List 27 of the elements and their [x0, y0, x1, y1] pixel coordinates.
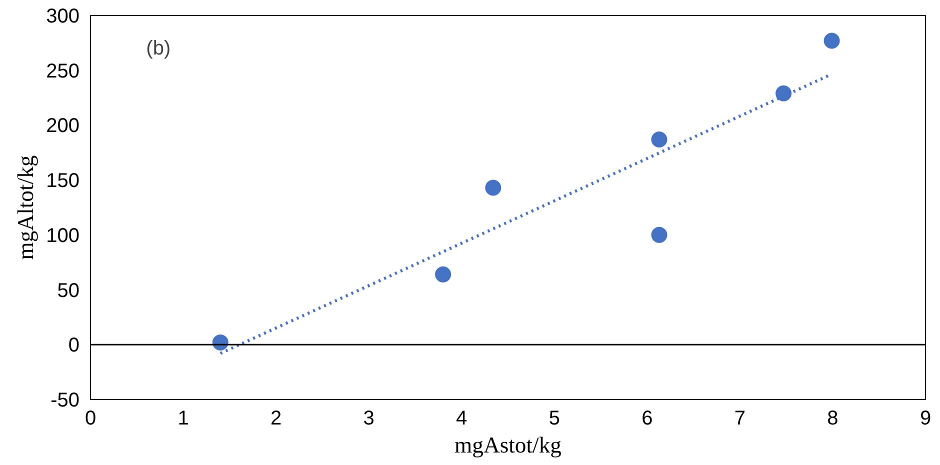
x-tick-label: 8 [827, 408, 838, 430]
x-tick-label: 9 [920, 408, 932, 430]
annotation: (b) [146, 37, 171, 60]
y-tick-label: 0 [68, 334, 80, 357]
point [485, 180, 502, 196]
y-tick-label: 50 [57, 280, 80, 302]
y-tick-label: 150 [46, 170, 80, 192]
x-tick-label: 2 [270, 408, 282, 430]
y-tick-label: 300 [46, 6, 80, 28]
point [435, 266, 452, 282]
x-tick-label: 6 [642, 408, 653, 430]
point [776, 85, 792, 102]
y-tick-label: 250 [46, 60, 80, 82]
y-axis-title: mgAltot/kg [13, 155, 38, 260]
x-tick-label: 1 [178, 408, 189, 430]
x-axis-title: mgAstot/kg [454, 432, 562, 458]
x-tick-label: 4 [456, 408, 468, 430]
y-tick-label: 200 [46, 115, 80, 138]
x-tick-label: 5 [548, 408, 560, 430]
point [651, 226, 668, 243]
point [651, 131, 668, 148]
x-tick-label: 3 [363, 408, 374, 430]
y-tick-label: -50 [50, 390, 80, 412]
point [824, 32, 840, 49]
y-tick-label: 100 [46, 224, 80, 247]
x-tick-label: 7 [734, 408, 746, 430]
x-tick-label: 0 [84, 408, 96, 430]
